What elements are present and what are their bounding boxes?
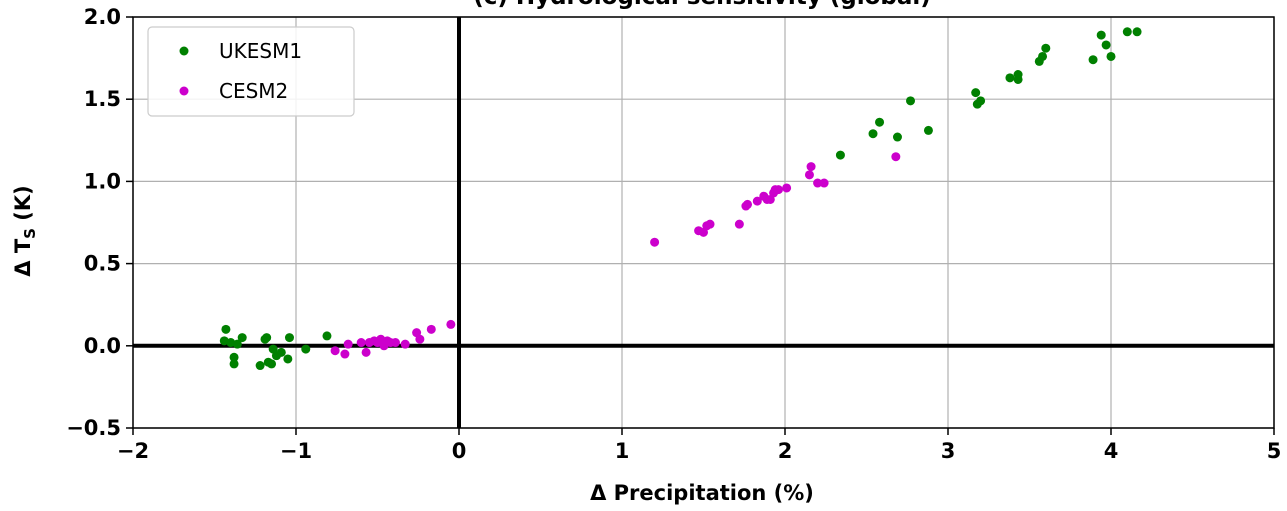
x-tick-label: −2 [117, 439, 149, 463]
y-tick-label: 0.0 [84, 334, 121, 358]
x-axis-label: Δ Precipitation (%) [590, 481, 814, 505]
data-point [743, 199, 753, 209]
data-point [237, 333, 247, 343]
series-ukesm1 [219, 27, 1142, 371]
data-point [1005, 73, 1015, 83]
data-point [232, 339, 242, 349]
data-point [906, 96, 916, 106]
data-point [875, 117, 885, 127]
data-point [1122, 27, 1132, 37]
data-point [734, 219, 744, 229]
data-point [415, 334, 425, 344]
y-tick-label: 0.5 [84, 252, 121, 276]
data-point [971, 88, 981, 98]
chart-title: (c) Hydrological sensitivity (global) [473, 0, 931, 10]
legend-box [147, 26, 355, 117]
legend-marker-cesm2 [179, 86, 189, 96]
x-tick-label: 4 [1104, 439, 1119, 463]
y-tick-label: 2.0 [84, 5, 121, 29]
data-point [976, 96, 986, 106]
data-point [330, 346, 340, 356]
data-point [1041, 43, 1051, 53]
y-axis-ticks: −0.5 0.0 0.5 1.0 1.5 2.0 [66, 5, 133, 440]
zero-lines [133, 17, 1274, 428]
series-cesm2 [330, 152, 901, 359]
data-point [446, 319, 456, 329]
data-point [892, 132, 902, 142]
data-point [356, 338, 366, 348]
data-point [229, 352, 239, 362]
data-point [283, 354, 293, 364]
data-point [1088, 55, 1098, 65]
y-tick-label: 1.5 [84, 87, 121, 111]
x-tick-label: 5 [1267, 439, 1282, 463]
data-point [819, 178, 829, 188]
data-point [923, 125, 933, 135]
data-point [340, 349, 350, 359]
data-point [390, 338, 400, 348]
y-axis-label: Δ TS (K) [11, 185, 39, 276]
data-point [276, 347, 286, 357]
data-point [426, 324, 436, 334]
x-tick-label: 0 [452, 439, 467, 463]
data-point [806, 162, 816, 172]
data-points [219, 27, 1142, 371]
data-point [229, 359, 239, 369]
data-point [301, 344, 311, 354]
legend-label-cesm2: CESM2 [219, 79, 288, 103]
data-point [1101, 40, 1111, 50]
data-point [221, 324, 231, 334]
data-point [804, 170, 814, 180]
plot-frame [132, 16, 1275, 429]
x-tick-label: 2 [778, 439, 793, 463]
data-point [868, 129, 878, 139]
data-point [1013, 70, 1023, 80]
x-tick-label: 3 [941, 439, 956, 463]
data-point [891, 152, 901, 162]
data-point [1106, 51, 1116, 61]
data-point [773, 185, 783, 195]
legend: UKESM1 CESM2 [147, 26, 355, 117]
y-tick-label: −0.5 [66, 416, 121, 440]
data-point [322, 331, 332, 341]
data-point [400, 339, 410, 349]
data-point [361, 347, 371, 357]
legend-marker-ukesm1 [179, 46, 189, 56]
data-point [752, 196, 762, 206]
data-point [782, 183, 792, 193]
data-point [343, 339, 353, 349]
data-point [650, 237, 660, 247]
data-point [835, 150, 845, 160]
data-point [267, 359, 277, 369]
data-point [813, 178, 823, 188]
x-tick-label: 1 [615, 439, 630, 463]
data-point [705, 219, 715, 229]
data-point [1096, 30, 1106, 40]
x-tick-label: −1 [280, 439, 312, 463]
x-axis-ticks: −2 −1 0 1 2 3 4 5 [117, 428, 1281, 463]
data-point [262, 333, 272, 343]
legend-label-ukesm1: UKESM1 [219, 39, 302, 63]
data-point [1038, 51, 1048, 61]
data-point [284, 333, 294, 343]
data-point [255, 361, 265, 371]
data-point [1132, 27, 1142, 37]
y-tick-label: 1.0 [84, 169, 121, 193]
